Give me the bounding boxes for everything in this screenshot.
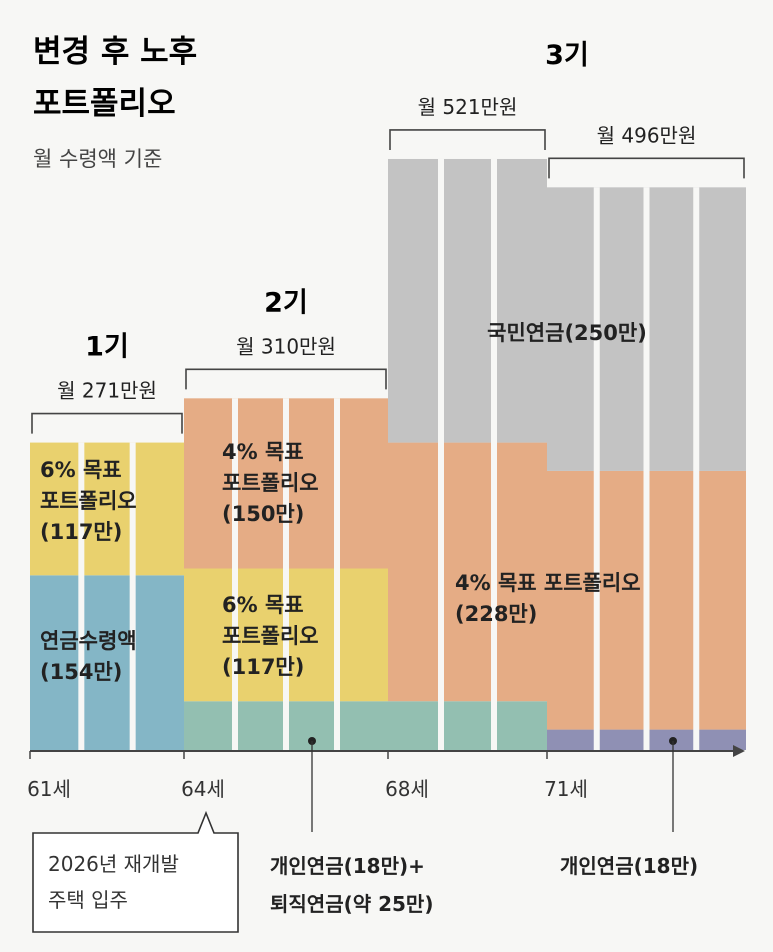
column-separator — [491, 158, 497, 750]
period-total-label: 월 496만원 — [597, 123, 697, 147]
period-name: 1기 — [85, 332, 129, 363]
segment-label: 4% 목표 포트폴리오 (150만) — [222, 440, 319, 526]
column-separator — [438, 158, 444, 750]
period-bracket — [548, 157, 745, 179]
segment-label: 연금수령액 (154만) — [40, 629, 137, 684]
column-separator — [334, 398, 340, 750]
column-separator — [693, 187, 700, 751]
column-separator — [643, 187, 650, 751]
period-total-label: 월 310만원 — [236, 334, 336, 358]
x-tick-label: 64세 — [181, 777, 225, 801]
column-separator — [593, 187, 600, 751]
bar-segment — [30, 575, 184, 750]
callout-box — [32, 810, 239, 933]
segment-label: 4% 목표 포트폴리오 (228만) — [455, 571, 641, 626]
column-separator — [129, 442, 136, 750]
callout-label: 2026년 재개발 주택 입주 — [48, 852, 179, 912]
period-name: 2기 — [264, 287, 308, 318]
x-tick-label: 71세 — [544, 777, 588, 801]
chart-title-line2: 포트폴리오 — [33, 86, 176, 122]
period-bracket — [31, 412, 183, 434]
bar-segment — [30, 442, 184, 576]
bar-segment — [388, 158, 547, 443]
column-separator — [78, 442, 85, 750]
chart-subtitle: 월 수령액 기준 — [33, 147, 162, 171]
chart-labels: 연금수령액 (154만) 6% 목표 포트폴리오 (117만) 월 271만원 1기 6% 목… — [27, 40, 745, 933]
bar-segment — [388, 442, 547, 702]
period-total-label: 월 271만원 — [57, 379, 157, 403]
segment-label: 6% 목표 포트폴리오 (117만) — [222, 593, 319, 679]
annotation-label: 개인연금(18만)+ 퇴직연금(약 25만) — [270, 854, 433, 916]
period-bracket — [185, 368, 387, 390]
column-separator — [283, 398, 289, 750]
group-title: 3기 — [545, 40, 589, 71]
column-separator — [232, 398, 238, 750]
period-bracket — [389, 129, 546, 150]
chart-title-line1: 변경 후 노후 — [33, 34, 197, 70]
segment-label: 6% 목표 포트폴리오 (117만) — [40, 458, 137, 544]
period-total-label: 월 521만원 — [418, 95, 518, 119]
bar-segment — [388, 701, 547, 750]
annotation-label: 개인연금(18만) — [560, 854, 698, 878]
x-tick-label: 61세 — [27, 777, 71, 801]
stacked-bars — [30, 158, 746, 751]
x-axis-arrow — [733, 745, 745, 757]
x-tick-label: 68세 — [385, 777, 429, 801]
segment-label: 국민연금(250만) — [487, 321, 647, 345]
